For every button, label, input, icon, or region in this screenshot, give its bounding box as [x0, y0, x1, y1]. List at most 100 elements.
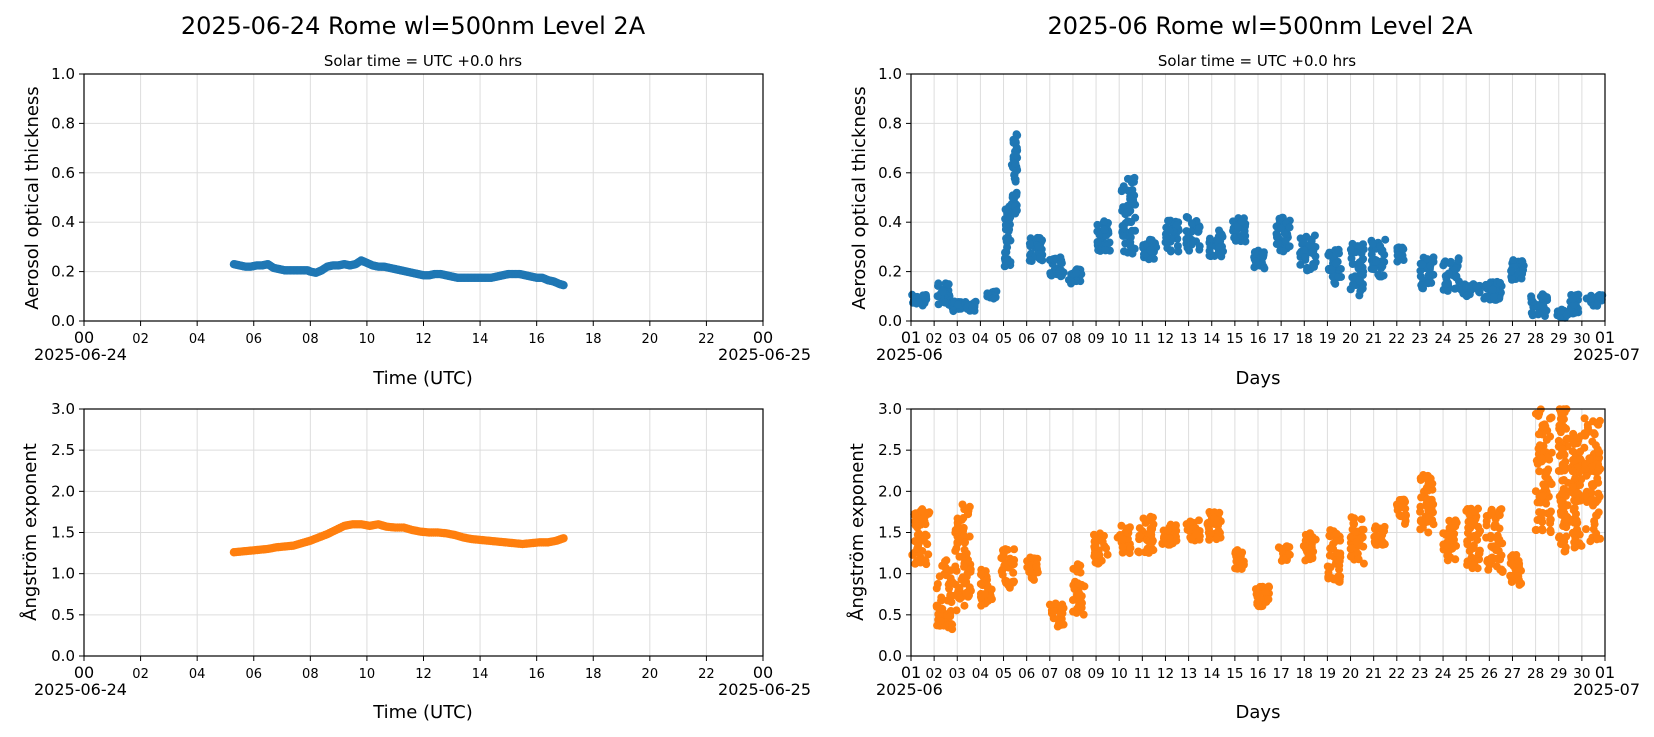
data-point: [1426, 261, 1435, 270]
data-point: [1557, 501, 1566, 510]
data-point: [1264, 582, 1273, 591]
data-point: [1556, 306, 1565, 315]
data-point: [913, 544, 922, 553]
data-point: [1467, 517, 1476, 526]
data-point: [1442, 280, 1451, 289]
data-point: [1462, 291, 1471, 300]
data-point: [1301, 253, 1310, 262]
data-point: [1376, 242, 1385, 251]
data-point: [1380, 527, 1389, 536]
x-tick-label: 20: [642, 667, 659, 682]
x-tick-label: 20: [1342, 666, 1359, 682]
data-point: [1187, 535, 1196, 544]
data-point: [1560, 466, 1569, 475]
data-point: [1130, 173, 1139, 182]
data-point: [1182, 227, 1191, 236]
y-tick-label: 0.6: [878, 164, 902, 182]
data-point: [1074, 579, 1083, 588]
data-point: [977, 601, 986, 610]
data-point: [944, 280, 953, 289]
data-point: [1075, 591, 1084, 600]
x-tick-label: 09: [1087, 331, 1104, 347]
data-point: [1570, 504, 1579, 513]
data-point: [1308, 247, 1317, 256]
data-point: [1562, 516, 1571, 525]
data-point: [1596, 464, 1605, 473]
data-point: [933, 292, 942, 301]
y-tick-label: 0.0: [51, 312, 75, 330]
y-tick-label: 1.0: [878, 565, 902, 583]
x-tick-label: 20: [642, 332, 659, 347]
x-tick-label: 02: [926, 331, 943, 347]
data-point: [1424, 486, 1433, 495]
data-point: [1508, 560, 1517, 569]
data-point: [1570, 456, 1579, 465]
x-tick-label: 00: [74, 328, 94, 347]
data-point: [1095, 230, 1104, 239]
data-point: [1543, 467, 1552, 476]
data-point: [1231, 236, 1240, 245]
x-tick-label: 12: [1157, 666, 1174, 682]
data-point: [1146, 530, 1155, 539]
data-point: [1097, 556, 1106, 565]
data-point: [1116, 531, 1125, 540]
data-point: [1237, 217, 1246, 226]
day-aod-end-date: 2025-06-25: [718, 345, 811, 364]
day-aod-ylabel: Aerosol optical thickness: [22, 86, 43, 309]
x-tick-label: 08: [302, 332, 319, 347]
data-point: [1439, 529, 1448, 538]
data-point: [1277, 556, 1286, 565]
data-point: [1352, 538, 1361, 547]
data-point: [1164, 216, 1173, 225]
data-point: [1570, 543, 1579, 552]
data-point: [1497, 505, 1506, 514]
data-point: [1496, 278, 1505, 287]
data-point: [1538, 525, 1547, 534]
data-point: [1026, 553, 1035, 562]
data-point: [1141, 518, 1150, 527]
x-tick-label: 04: [189, 667, 206, 682]
month-aod-ylabel: Aerosol optical thickness: [849, 86, 870, 309]
data-point: [1273, 239, 1282, 248]
x-tick-label: 16: [528, 332, 545, 347]
data-point: [1276, 224, 1285, 233]
y-tick-label: 2.0: [878, 482, 902, 500]
x-tick-label: 11: [1134, 666, 1151, 682]
data-point: [1348, 273, 1357, 282]
x-tick-label: 14: [1203, 666, 1220, 682]
x-tick-label: 23: [1411, 666, 1428, 682]
data-point: [908, 550, 917, 559]
data-point: [1215, 508, 1224, 517]
day-chart-title: 2025-06-24 Rome wl=500nm Level 2A: [181, 12, 646, 40]
data-point: [1135, 524, 1144, 533]
x-tick-label: 10: [359, 332, 376, 347]
data-point: [1049, 607, 1058, 616]
data-point: [935, 572, 944, 581]
data-point: [1580, 429, 1589, 438]
data-point: [1424, 528, 1433, 537]
data-point: [1174, 247, 1183, 256]
data-point: [1393, 251, 1402, 260]
data-point: [1443, 556, 1452, 565]
data-point: [558, 280, 567, 290]
data-point: [1126, 195, 1135, 204]
data-point: [1393, 257, 1402, 266]
x-tick-label: 22: [698, 667, 715, 682]
x-tick-label: 10: [1111, 666, 1128, 682]
data-point: [1348, 525, 1357, 534]
x-tick-label: 11: [1134, 331, 1151, 347]
data-point: [1593, 301, 1602, 310]
data-point: [1358, 284, 1367, 293]
data-point: [1232, 557, 1241, 566]
data-point: [1581, 464, 1590, 473]
data-point: [1465, 282, 1474, 291]
y-tick-label: 0.5: [878, 606, 902, 624]
data-point: [953, 300, 962, 309]
data-point: [962, 578, 971, 587]
data-point: [998, 546, 1007, 555]
data-point: [1593, 445, 1602, 454]
data-point: [1049, 601, 1058, 610]
data-point: [1073, 567, 1082, 576]
data-point: [1493, 554, 1502, 563]
